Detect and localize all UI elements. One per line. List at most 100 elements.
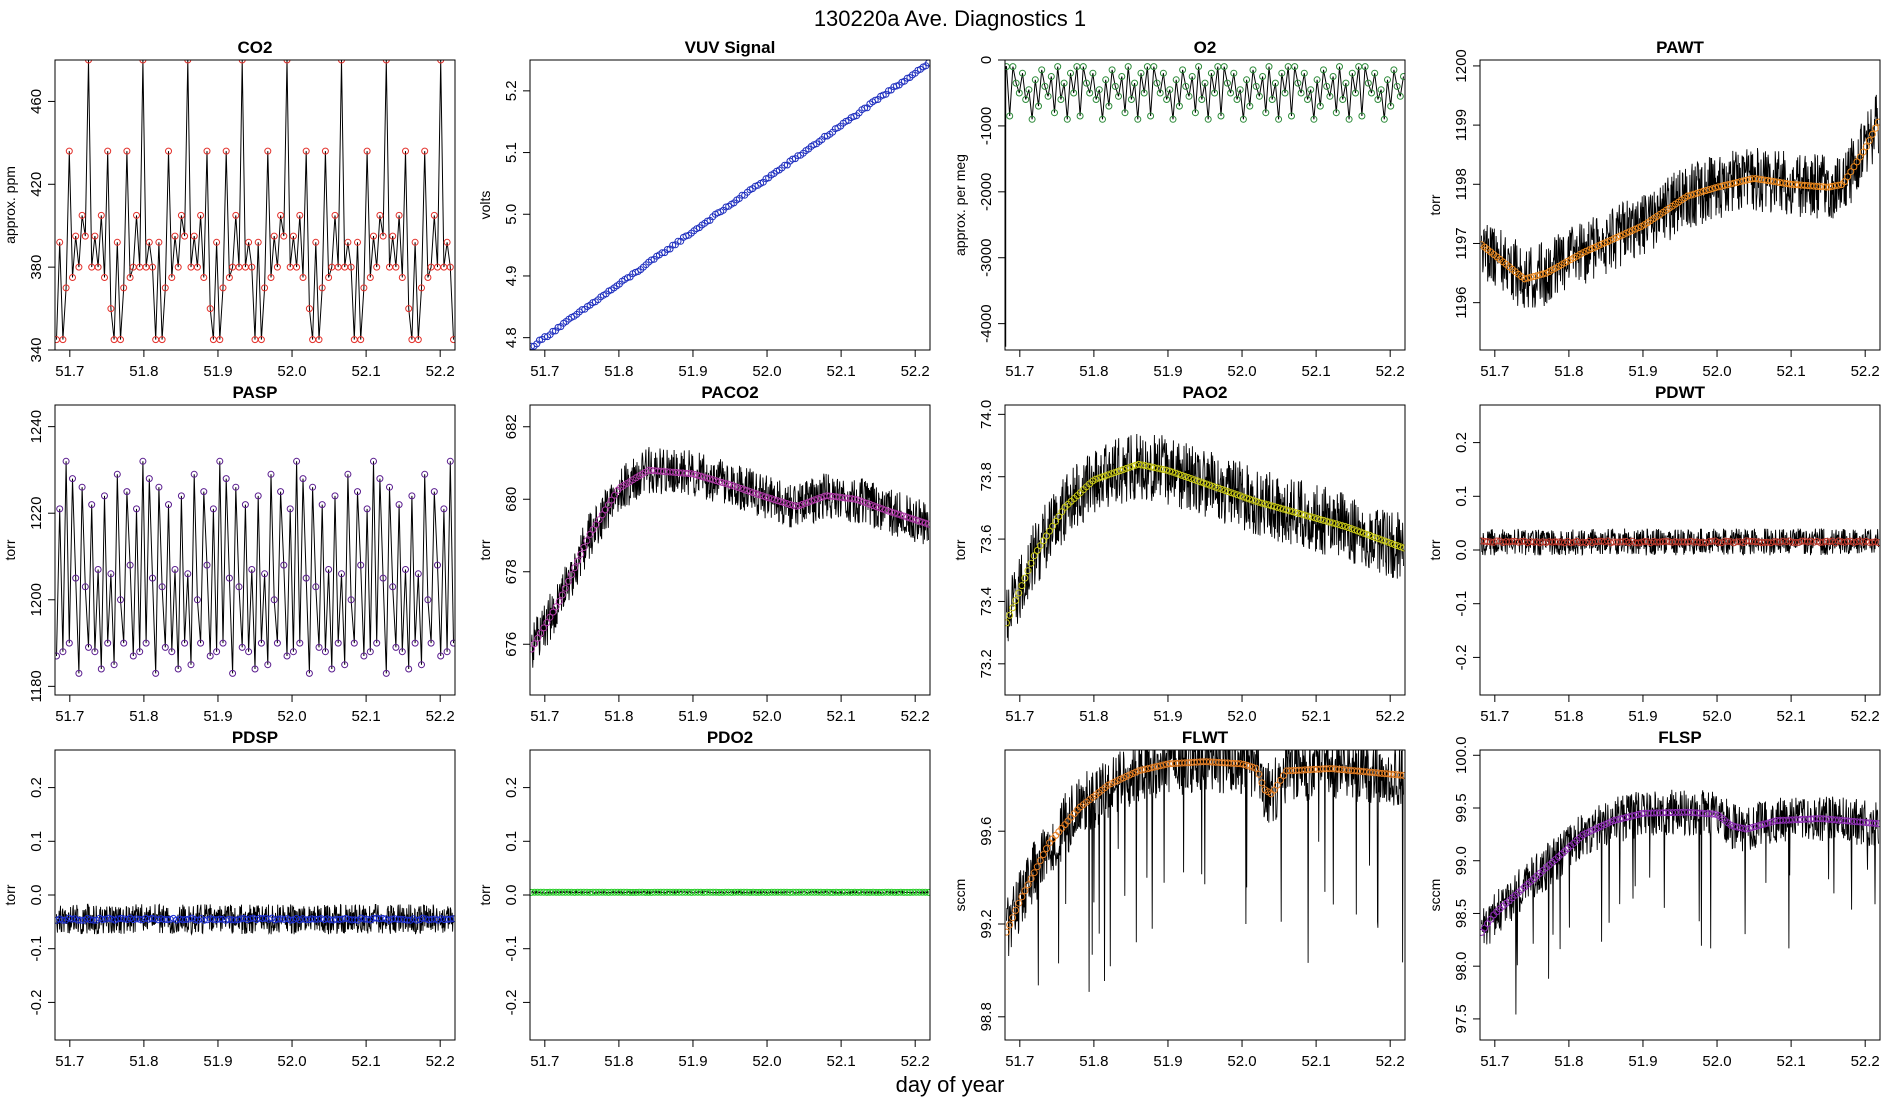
data-point xyxy=(251,665,259,673)
data-point xyxy=(69,274,76,281)
data-point xyxy=(55,652,60,660)
data-point xyxy=(694,471,702,479)
data-point xyxy=(136,648,144,656)
y-axis-label: torr xyxy=(477,539,493,560)
y-tick-label: 1200 xyxy=(1453,49,1470,82)
data-point xyxy=(574,557,582,565)
data-point xyxy=(1261,500,1269,508)
data-point xyxy=(857,497,865,505)
data-point xyxy=(578,306,586,314)
y-axis: 340 380 420 460 xyxy=(28,89,55,363)
y-tick-label: -3000 xyxy=(978,239,995,277)
data-point xyxy=(1218,485,1226,493)
data-point xyxy=(1022,96,1030,103)
data-point xyxy=(706,475,714,483)
data-point xyxy=(434,561,441,569)
y-axis-label: approx. ppm xyxy=(2,166,18,244)
data-point xyxy=(155,483,163,491)
data-point xyxy=(1297,89,1305,97)
x-axis: 51.7 51.8 51.9 52.0 52.1 52.2 xyxy=(1480,350,1880,380)
data-point xyxy=(123,147,131,155)
data-point xyxy=(1043,532,1050,540)
data-point xyxy=(97,665,105,673)
data-point xyxy=(1116,467,1124,475)
data-point xyxy=(1047,73,1055,80)
data-point xyxy=(1178,471,1186,479)
x-tick-label: 51.7 xyxy=(530,708,559,725)
x-axis: 51.7 51.8 51.9 52.0 52.1 52.2 xyxy=(530,350,930,380)
y-axis-label: torr xyxy=(1427,539,1443,560)
data-point xyxy=(1150,63,1158,71)
data-point xyxy=(1289,508,1297,516)
data-point xyxy=(1196,478,1204,486)
data-point xyxy=(1702,187,1710,194)
x-tick-label: 52.0 xyxy=(1227,1053,1256,1070)
data-point xyxy=(1320,516,1327,524)
data-point xyxy=(589,526,597,533)
x-tick-label: 52.1 xyxy=(352,363,381,380)
x-tick-label: 51.9 xyxy=(1628,1053,1657,1070)
x-tick-label: 52.0 xyxy=(277,708,306,725)
data-point xyxy=(113,470,121,478)
data-point xyxy=(1044,92,1052,100)
data-point xyxy=(56,238,64,246)
data-point xyxy=(1721,181,1729,189)
panel-pao2: PAO2 51.7 51.8 51.9 52.0 52.1 52.2 73.2 73.4 73.6… xyxy=(952,383,1406,725)
data-point xyxy=(1121,109,1129,117)
data-point xyxy=(703,474,711,482)
data-point xyxy=(1027,559,1035,567)
data-point xyxy=(129,652,137,660)
data-point xyxy=(738,191,746,199)
data-point xyxy=(1015,899,1023,907)
data-point xyxy=(379,232,387,240)
data-point xyxy=(149,574,156,582)
plot-area xyxy=(530,447,930,668)
data-point xyxy=(1024,567,1032,575)
x-tick-label: 51.8 xyxy=(1079,1053,1108,1070)
data-point xyxy=(1224,488,1232,496)
data-point xyxy=(1323,517,1331,525)
data-point xyxy=(293,263,301,271)
x-tick-label: 52.1 xyxy=(352,708,381,725)
data-point xyxy=(219,639,227,647)
data-point xyxy=(725,480,732,488)
data-point xyxy=(1187,475,1195,483)
data-point xyxy=(424,596,432,604)
data-point xyxy=(1135,767,1143,775)
data-point xyxy=(1060,79,1068,87)
data-point xyxy=(1316,516,1324,523)
x-tick-label: 51.7 xyxy=(1005,363,1034,380)
data-point xyxy=(126,561,134,569)
data-point xyxy=(354,488,361,496)
data-point xyxy=(1871,124,1879,132)
data-point xyxy=(1310,115,1318,123)
x-axis: 51.7 51.8 51.9 52.0 52.1 52.2 xyxy=(1005,1040,1405,1070)
data-point xyxy=(1875,820,1880,828)
data-point xyxy=(1041,82,1049,90)
data-point xyxy=(193,596,201,604)
data-point xyxy=(552,603,560,611)
data-point xyxy=(1190,476,1198,484)
x-tick-label: 51.7 xyxy=(1005,708,1034,725)
x-tick-label: 51.8 xyxy=(604,363,633,380)
plot-frame xyxy=(1479,59,1881,351)
data-point xyxy=(1129,462,1137,470)
panel-pawt: PAWT 51.7 51.8 51.9 52.0 52.1 52.2 1196 1197 1198… xyxy=(1427,38,1881,380)
data-point xyxy=(171,566,179,573)
panel-title: PACO2 xyxy=(701,383,758,402)
data-point xyxy=(245,238,253,246)
y-axis-label: torr xyxy=(2,539,18,560)
panel-pdwt: PDWT 51.7 51.8 51.9 52.0 52.1 52.2 -0.2 -0.1 0.0 0… xyxy=(1427,383,1881,725)
data-point xyxy=(277,488,285,496)
y-axis: -0.2 -0.1 0.0 0.1 0.2 xyxy=(503,777,530,1015)
data-point xyxy=(1292,509,1300,517)
data-point xyxy=(1262,109,1270,117)
data-point xyxy=(740,486,748,493)
data-point xyxy=(85,643,92,651)
data-point xyxy=(363,147,371,155)
panel-title: O2 xyxy=(1194,38,1217,57)
data-point xyxy=(1206,481,1214,489)
data-point xyxy=(398,274,406,281)
data-points xyxy=(55,457,455,677)
data-point xyxy=(286,505,294,513)
